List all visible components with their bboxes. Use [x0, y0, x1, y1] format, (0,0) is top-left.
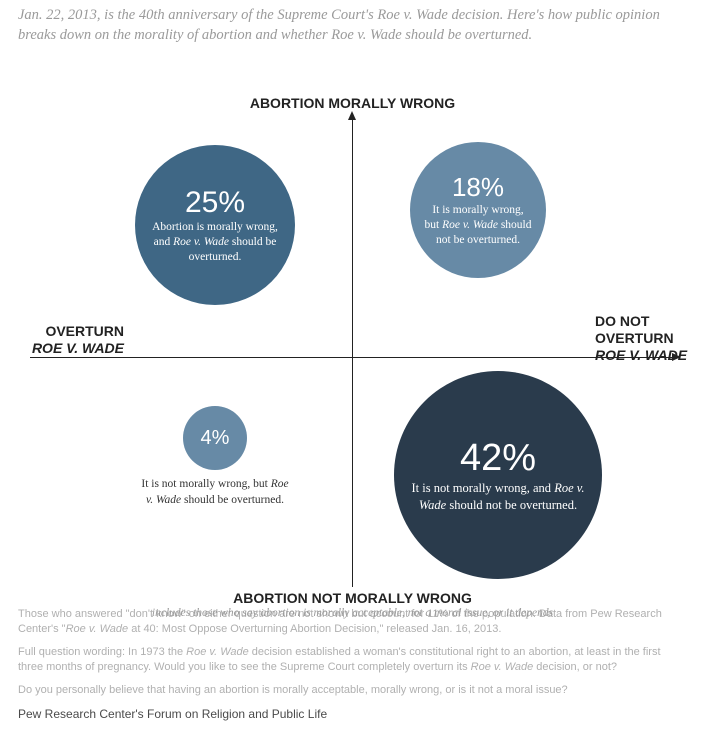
bubble-pct: 18%	[452, 172, 504, 203]
bubble-q3-caption: It is not morally wrong, but Roe v. Wade…	[140, 477, 290, 508]
footnote-2: Full question wording: In 1973 the Roe v…	[18, 645, 687, 675]
horizontal-axis	[30, 357, 675, 358]
bubble-pct: 25%	[185, 186, 245, 220]
source-attribution: Pew Research Center's Forum on Religion …	[0, 705, 705, 721]
bubble-desc: Abortion is morally wrong, and Roe v. Wa…	[135, 220, 295, 265]
axis-label-bottom: ABORTION NOT MORALLY WRONG includes thos…	[0, 590, 705, 621]
axis-label-top: ABORTION MORALLY WRONG	[0, 95, 705, 112]
axis-label-left: OVERTURN ROE V. WADE	[14, 323, 124, 357]
intro-text: Jan. 22, 2013, is the 40th anniversary o…	[0, 0, 705, 45]
quadrant-chart: ABORTION MORALLY WRONG ABORTION NOT MORA…	[0, 45, 705, 607]
bubble-desc: It is morally wrong, but Roe v. Wade sho…	[410, 203, 546, 248]
vertical-axis	[352, 117, 353, 587]
bubble-pct: 42%	[460, 437, 536, 480]
footnote-3: Do you personally believe that having an…	[18, 683, 687, 698]
bubble-desc: It is not morally wrong, and Roe v. Wade…	[394, 480, 602, 513]
bubble-not-wrong-overturn: 4%	[183, 406, 247, 470]
bubble-not-wrong-not-overturn: 42% It is not morally wrong, and Roe v. …	[394, 371, 602, 579]
bubble-pct: 4%	[201, 427, 230, 450]
bubble-morally-wrong-overturn: 25% Abortion is morally wrong, and Roe v…	[135, 145, 295, 305]
bubble-morally-wrong-not-overturn: 18% It is morally wrong, but Roe v. Wade…	[410, 142, 546, 278]
axis-label-right: DO NOT OVERTURN ROE V. WADE	[595, 313, 695, 363]
